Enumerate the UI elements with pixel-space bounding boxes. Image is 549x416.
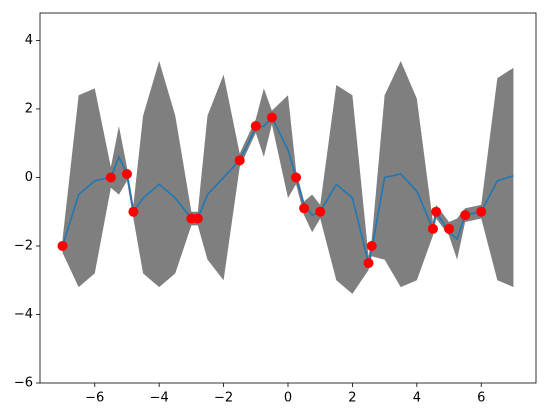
observation xyxy=(444,223,455,234)
observation xyxy=(121,169,132,180)
y-tick-label: −4 xyxy=(14,307,33,322)
observation xyxy=(366,240,377,251)
observation xyxy=(250,121,261,132)
x-tick-label: −2 xyxy=(214,391,233,406)
y-tick-label: −2 xyxy=(14,238,33,253)
y-tick-label: 4 xyxy=(25,33,33,48)
observation xyxy=(105,172,116,183)
x-tick-label: 6 xyxy=(477,391,485,406)
observation xyxy=(234,155,245,166)
x-tick-label: 2 xyxy=(348,391,356,406)
y-tick-label: 2 xyxy=(25,101,33,116)
y-tick-label: −6 xyxy=(14,376,33,391)
observation xyxy=(266,112,277,123)
observation xyxy=(315,206,326,217)
observation xyxy=(291,172,302,183)
observation xyxy=(57,240,68,251)
observation xyxy=(427,223,438,234)
x-tick-label: 0 xyxy=(284,391,292,406)
observation xyxy=(460,210,471,221)
observation xyxy=(431,206,442,217)
x-tick-label: −4 xyxy=(150,391,169,406)
x-tick-label: −6 xyxy=(85,391,104,406)
observation xyxy=(363,258,374,269)
x-tick-label: 4 xyxy=(413,391,421,406)
y-tick-label: 0 xyxy=(25,170,33,185)
sample-band xyxy=(62,60,514,294)
observation xyxy=(476,206,487,217)
observation xyxy=(128,206,139,217)
observation xyxy=(192,213,203,224)
observation xyxy=(299,203,310,214)
